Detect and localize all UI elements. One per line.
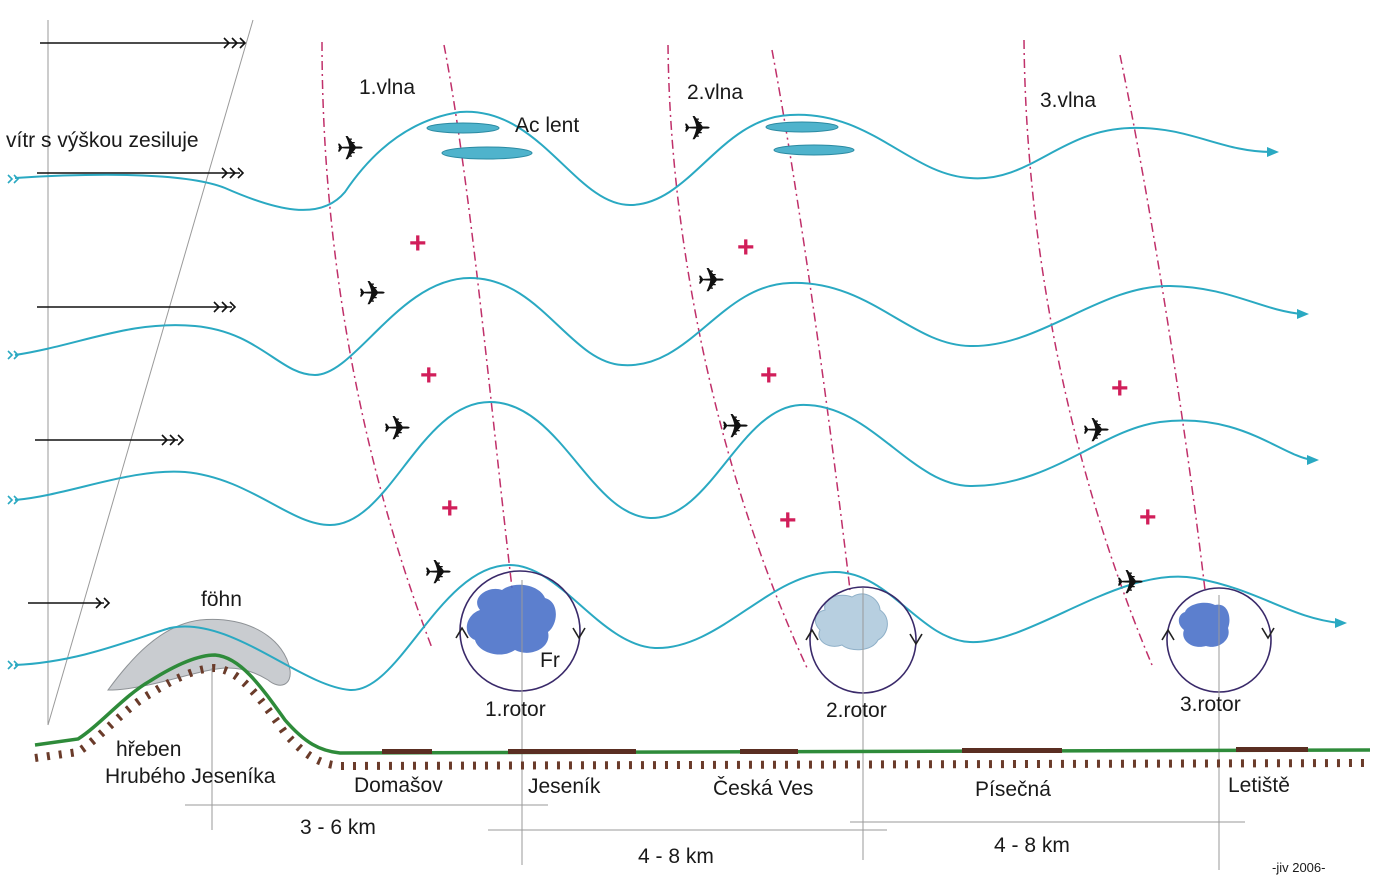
village-marker bbox=[740, 749, 798, 754]
glider-icon: ✈ bbox=[1116, 563, 1145, 603]
wave-label-3: 3.vlna bbox=[1040, 89, 1096, 112]
wave-axis-3a bbox=[1023, 39, 1153, 666]
lenticular-cloud bbox=[773, 144, 855, 156]
glider-icon: ✈ bbox=[1082, 411, 1111, 451]
village-marker bbox=[962, 748, 1062, 753]
lift-plus: + bbox=[737, 231, 755, 264]
glider-icon: ✈ bbox=[697, 261, 726, 301]
rotor-cloud bbox=[466, 584, 556, 655]
wave-axis-1b bbox=[443, 44, 513, 589]
wave-axes bbox=[321, 39, 1206, 671]
wind-profile-slope bbox=[47, 19, 254, 726]
wind-arrow bbox=[28, 597, 111, 609]
ridge-label-line2: Hrubého Jeseníka bbox=[105, 765, 276, 788]
place-domasov: Domašov bbox=[354, 774, 443, 797]
credit-label: -jiv 2006- bbox=[1272, 860, 1325, 875]
rotor-arrow bbox=[805, 628, 819, 641]
ridge-label-line1: hřeben bbox=[116, 738, 181, 761]
lift-plus: + bbox=[1111, 372, 1129, 405]
lift-plus: + bbox=[420, 359, 438, 392]
lift-plus: + bbox=[441, 492, 459, 525]
place-jesenik: Jeseník bbox=[528, 775, 601, 798]
glider-icon: ✈ bbox=[383, 409, 412, 449]
village-marker bbox=[382, 749, 432, 754]
wind-arrows bbox=[28, 37, 247, 609]
lift-plus: + bbox=[779, 504, 797, 537]
wave-label-2: 2.vlna bbox=[687, 81, 743, 104]
rotor-arrow bbox=[909, 633, 923, 646]
rotor-label-1: 1.rotor bbox=[485, 698, 546, 721]
lift-plus: + bbox=[409, 227, 427, 260]
rotor-arrow bbox=[455, 626, 469, 639]
rotor-label-2: 2.rotor bbox=[826, 699, 887, 722]
lift-markers: + + + + + + + + bbox=[409, 227, 1157, 537]
reference-lines bbox=[185, 580, 1245, 870]
village-marker bbox=[508, 749, 636, 754]
fohn-label: föhn bbox=[201, 588, 242, 611]
streamline-4 bbox=[14, 563, 1341, 692]
rotor-arrow bbox=[572, 627, 586, 640]
gliders: ✈ ✈ ✈ ✈ ✈ ✈ ✈ ✈ ✈ bbox=[336, 109, 1145, 603]
ac-lent-label: Ac lent bbox=[515, 114, 579, 137]
streamline-3 bbox=[14, 400, 1313, 527]
wind-arrow bbox=[35, 434, 185, 446]
rotor-3 bbox=[1161, 587, 1275, 693]
lift-plus: + bbox=[1139, 501, 1157, 534]
wind-arrow bbox=[37, 167, 245, 179]
rotor-2 bbox=[805, 586, 923, 694]
wind-text: vítr s výškou zesiluje bbox=[6, 129, 199, 152]
streamline-arrowheads bbox=[1267, 147, 1347, 628]
rotor-label-3: 3.rotor bbox=[1180, 693, 1241, 716]
glider-icon: ✈ bbox=[721, 407, 750, 447]
wave-axis-2a bbox=[667, 44, 809, 671]
distance-label-3: 4 - 8 km bbox=[994, 834, 1070, 857]
glider-icon: ✈ bbox=[683, 109, 712, 149]
streamline-inlet-marks bbox=[7, 174, 20, 670]
wave-axis-3b bbox=[1119, 54, 1206, 591]
wind-arrow bbox=[40, 37, 247, 49]
wave-axis-1a bbox=[321, 41, 433, 649]
distance-label-1: 3 - 6 km bbox=[300, 816, 376, 839]
lenticular-cloud bbox=[765, 121, 839, 133]
ac-lent-clouds bbox=[426, 121, 855, 160]
ground-ticks bbox=[34, 663, 1371, 771]
glider-icon: ✈ bbox=[336, 129, 365, 169]
village-marker bbox=[1236, 747, 1308, 752]
rotor-cloud bbox=[1178, 602, 1230, 647]
lenticular-cloud bbox=[426, 122, 500, 134]
lenticular-cloud bbox=[441, 146, 533, 160]
distance-label-2: 4 - 8 km bbox=[638, 845, 714, 868]
place-pisecna: Písečná bbox=[975, 778, 1051, 801]
streamline-1 bbox=[14, 110, 1273, 211]
wave-label-1: 1.vlna bbox=[359, 76, 415, 99]
rotor-1 bbox=[455, 570, 586, 692]
streamlines bbox=[14, 110, 1341, 692]
rotor-arrow bbox=[1261, 627, 1275, 640]
fr-label: Fr bbox=[540, 649, 560, 672]
ground-line bbox=[34, 653, 1371, 755]
villages bbox=[382, 747, 1308, 754]
glider-icon: ✈ bbox=[424, 553, 453, 593]
lift-plus: + bbox=[760, 359, 778, 392]
place-ceska-ves: Česká Ves bbox=[713, 777, 813, 800]
wind-arrow bbox=[37, 301, 237, 313]
rotor-cloud bbox=[814, 593, 888, 651]
place-letiste: Letiště bbox=[1228, 774, 1290, 797]
fohn-cloud bbox=[107, 618, 291, 691]
glider-icon: ✈ bbox=[358, 274, 387, 314]
rotor-arrow bbox=[1161, 628, 1175, 641]
streamline-2 bbox=[14, 276, 1303, 377]
